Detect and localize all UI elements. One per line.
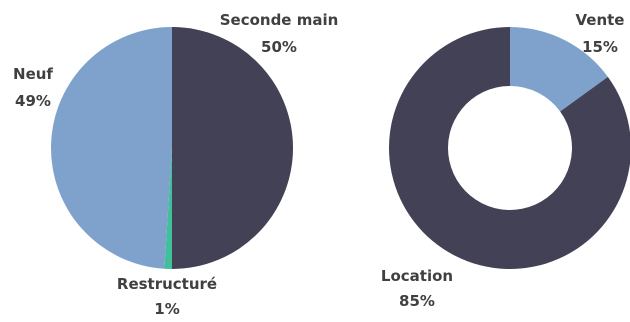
- label-restructure-name: Restructuré: [117, 275, 217, 293]
- label-neuf-value: 49%: [15, 92, 51, 110]
- pie-chart-condition: [51, 27, 293, 269]
- label-restructure-value: 1%: [154, 300, 179, 318]
- label-location-value: 85%: [399, 292, 435, 310]
- label-neuf-name: Neuf: [13, 65, 53, 83]
- label-seconde-main-name: Seconde main: [220, 11, 339, 29]
- label-location-name: Location: [381, 267, 453, 285]
- pie-slice-seconde-main: [172, 27, 293, 269]
- label-vente-value: 15%: [582, 38, 618, 56]
- pie-slice-neuf: [51, 27, 172, 269]
- label-seconde-main-value: 50%: [261, 38, 297, 56]
- label-vente-name: Vente: [576, 11, 625, 29]
- donut-chart-transaction: [389, 27, 630, 269]
